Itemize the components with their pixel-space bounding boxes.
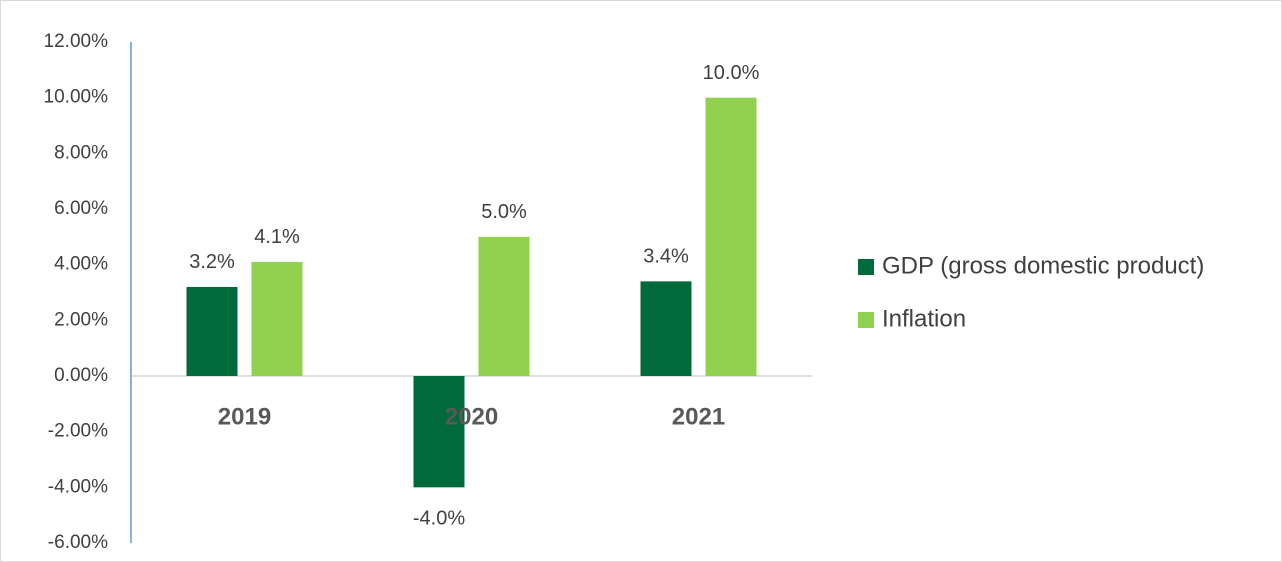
- y-tick-label: 2.00%: [54, 309, 108, 330]
- y-tick-label: 4.00%: [54, 254, 108, 275]
- value-label: 3.4%: [643, 246, 689, 268]
- legend-label: Inflation: [882, 305, 966, 332]
- legend-swatch: [858, 259, 874, 275]
- legend-swatch: [858, 312, 874, 328]
- y-tick-label: 0.00%: [54, 365, 108, 386]
- y-tick-label: -6.00%: [48, 532, 108, 553]
- value-label: 3.2%: [189, 251, 235, 273]
- bar: [251, 261, 303, 376]
- x-tick-label: 2019: [218, 403, 271, 430]
- y-tick-label: 8.00%: [54, 142, 108, 163]
- bar: [705, 97, 757, 377]
- y-tick-label: -2.00%: [48, 421, 108, 442]
- value-label: 4.1%: [254, 226, 300, 248]
- bar: [186, 286, 238, 376]
- bar: [413, 376, 465, 488]
- bar: [640, 281, 692, 376]
- y-tick-label: 10.00%: [44, 87, 109, 108]
- value-label: 5.0%: [481, 201, 527, 223]
- bar: [478, 236, 530, 376]
- y-tick-label: 12.00%: [44, 31, 109, 52]
- value-label: 10.0%: [703, 62, 760, 84]
- y-tick-label: 6.00%: [54, 198, 108, 219]
- x-tick-label: 2020: [445, 403, 498, 430]
- x-tick-label: 2021: [672, 403, 725, 430]
- value-label: -4.0%: [413, 508, 465, 530]
- y-tick-label: -4.00%: [48, 476, 108, 497]
- legend-label: GDP (gross domestic product): [882, 252, 1204, 279]
